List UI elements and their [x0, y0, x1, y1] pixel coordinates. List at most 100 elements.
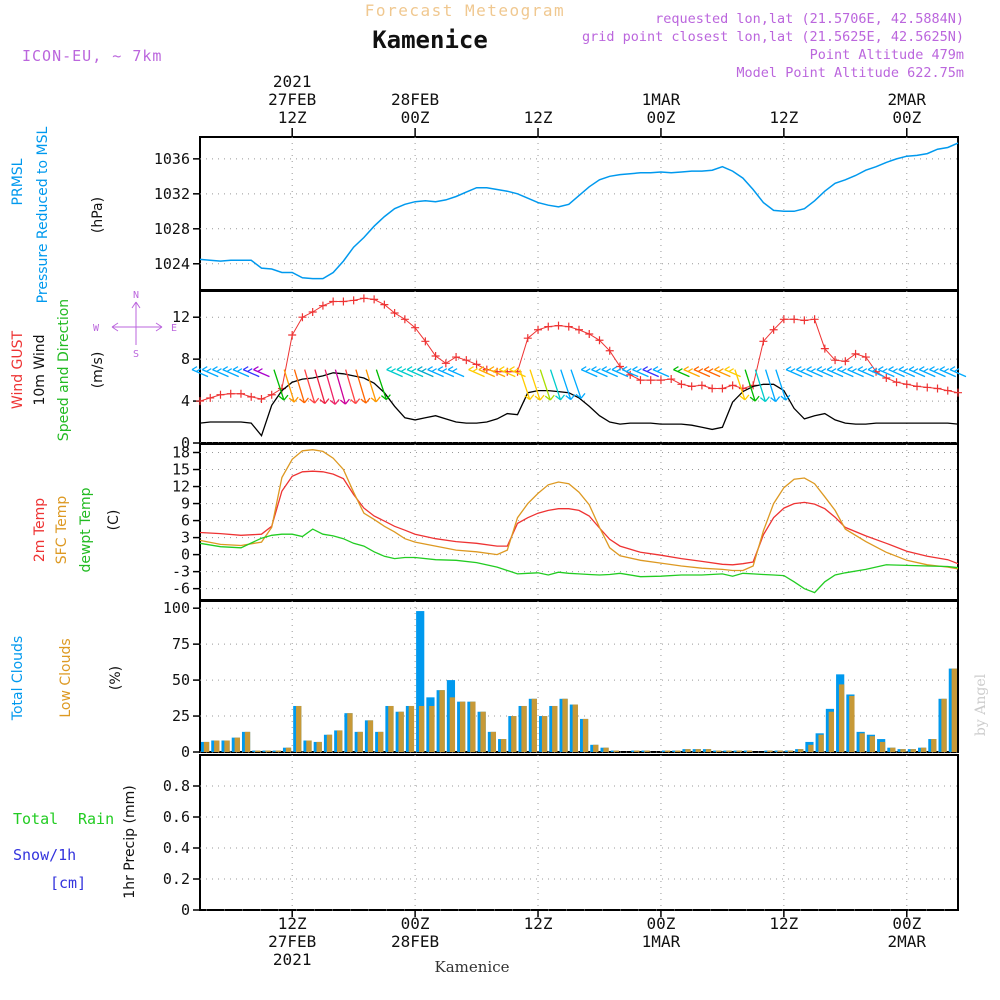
wind-barb [908, 366, 926, 378]
gust-marker [544, 322, 553, 331]
clouds-unit: (%) [108, 666, 124, 690]
time-label-bottom: 12Z [524, 914, 553, 933]
compass-icon: N S W E [93, 290, 177, 360]
wind-barb [734, 369, 750, 401]
gust-marker [257, 394, 266, 403]
low-cloud-bar [531, 698, 537, 752]
gust-marker [472, 360, 481, 369]
wind-barb [437, 366, 455, 378]
wind-barb [744, 369, 760, 402]
gridpoint-coords: grid point closest lon,lat (21.5625E, 42… [582, 29, 964, 45]
wind-barb [693, 366, 711, 378]
wind-barb [888, 366, 905, 378]
low-cloud-bar [613, 750, 619, 752]
wind-barb [918, 366, 936, 378]
time-label-top: 12Z [524, 108, 553, 127]
gust-marker [534, 325, 543, 334]
wind-barb [365, 369, 381, 403]
temp2m-label: 2m Temp [32, 498, 48, 562]
low-cloud-bar [337, 730, 343, 752]
gust-marker [359, 294, 368, 303]
gust-marker [226, 389, 235, 398]
compass-north: N [133, 290, 139, 301]
gust-marker [697, 381, 706, 390]
low-cloud-bar [265, 750, 271, 752]
location-title: Kamenice [372, 26, 488, 54]
temp2m-line [199, 470, 959, 566]
dewpt-label: dewpt Temp [78, 487, 94, 572]
gust-marker [380, 300, 389, 309]
low-cloud-bar [685, 749, 691, 752]
pressure-label-1: PRMSL [10, 158, 26, 205]
gust-marker [902, 380, 911, 389]
low-cloud-bar [593, 744, 599, 752]
wind-barb [673, 366, 690, 378]
low-cloud-bar [511, 716, 517, 752]
low-cloud-bar [767, 750, 773, 752]
time-label-bottom: 1MAR [642, 932, 681, 951]
wind-barb [785, 366, 803, 378]
wind-ytick-label: 8 [181, 350, 190, 368]
gust-marker [831, 356, 840, 365]
low-cloud-bar [296, 705, 302, 752]
compass-west: W [93, 323, 100, 334]
product-title: Forecast Meteogram [365, 1, 565, 20]
pressure-unit: (hPa) [90, 197, 106, 233]
low-cloud-bar [429, 705, 435, 752]
low-cloud-bar [603, 747, 609, 752]
gust-marker [236, 389, 245, 398]
temperature-ytick-label: 3 [181, 529, 190, 547]
wind-barb [406, 366, 424, 378]
gust-marker [861, 353, 870, 362]
wind-barb [683, 366, 700, 378]
gust-marker [636, 376, 645, 385]
wind-frame [199, 290, 959, 444]
pressure-ytick-label: 1032 [154, 185, 190, 203]
time-label-top: 00Z [646, 108, 675, 127]
low-cloud-bar [644, 750, 650, 752]
compass-east: E [171, 323, 177, 334]
gust-marker [646, 376, 655, 385]
time-label-top: 00Z [892, 108, 921, 127]
gust-marker [882, 374, 891, 383]
point-altitude: Point Altitude 479m [810, 47, 964, 63]
low-cloud-bar [736, 750, 742, 752]
wind-barb [222, 366, 239, 378]
gust-marker [247, 392, 256, 401]
wind-barb [273, 369, 289, 401]
time-label-top: 12Z [769, 108, 798, 127]
low-cloud-bar [787, 750, 794, 752]
gust-marker [318, 301, 327, 310]
low-cloud-bar [818, 734, 824, 752]
gust-marker [841, 357, 850, 366]
wind-barb [539, 369, 555, 401]
wind-barb [509, 366, 526, 378]
gust-marker [595, 336, 604, 345]
low-cloud-bar [726, 750, 732, 752]
gust-marker [462, 356, 471, 365]
low-cloud-bar [879, 741, 886, 752]
gust-marker [656, 376, 665, 385]
time-label-bottom: 27FEB [268, 932, 316, 951]
compass-south: S [133, 349, 139, 360]
wind-barb [212, 366, 229, 378]
low-cloud-bar [326, 734, 333, 752]
clouds-frame [199, 600, 959, 753]
wind-barb [529, 369, 545, 401]
wind-barb [642, 366, 659, 378]
low-cloud-bar [695, 749, 701, 752]
low-cloud-bar [418, 705, 425, 752]
time-label-top: 2MAR [888, 90, 927, 109]
gust-marker [564, 322, 573, 331]
gust-marker [575, 325, 583, 334]
wind-barb [632, 366, 649, 378]
gust-marker [605, 346, 614, 355]
model-label: ICON-EU, ~ 7km [22, 47, 162, 65]
gust-marker [554, 321, 563, 330]
gust-marker [667, 375, 676, 384]
time-label-bottom: 2021 [273, 950, 312, 969]
gust-marker [923, 383, 932, 392]
low-cloud-bar [828, 711, 835, 752]
total-cloud-bar [416, 611, 425, 752]
wind-barb [232, 366, 250, 378]
